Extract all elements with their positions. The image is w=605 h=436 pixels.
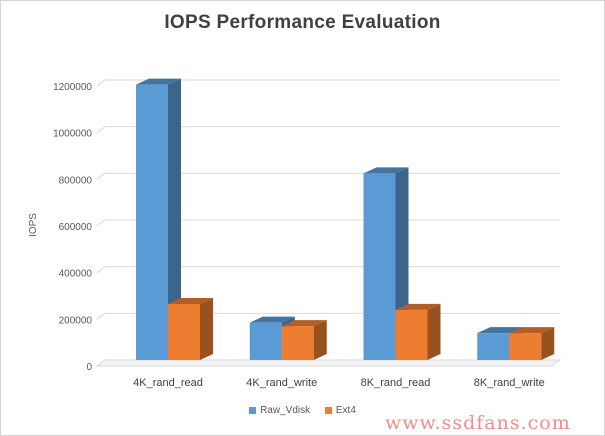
bar-1-1: [281, 326, 314, 360]
chart-floor: [95, 359, 562, 367]
y-tick-label-1: 200000: [59, 315, 93, 326]
bar-top-1-0: [168, 298, 213, 304]
bar-0-1: [249, 322, 282, 360]
legend-item-ext4: Ext4: [324, 405, 356, 416]
bar-side-1-2: [427, 303, 441, 360]
grid-side-5: [96, 126, 106, 134]
x-tick-label-2: 8K_rand_read: [361, 377, 431, 389]
y-tick-label-4: 800000: [59, 175, 93, 186]
y-tick-label-3: 600000: [59, 222, 93, 233]
legend-swatch-raw-vdisk: [249, 407, 257, 414]
grid-side-3: [96, 219, 106, 227]
grid-side-4: [96, 172, 106, 180]
legend-label-raw-vdisk: Raw_Vdisk: [260, 405, 311, 416]
grid-side-6: [96, 79, 106, 87]
bar-top-1-1: [281, 320, 327, 327]
bar-side-1-1: [313, 320, 327, 360]
bar-top-0-0: [136, 78, 181, 85]
bar-top-1-3: [509, 327, 555, 334]
chart-title: IOPS Performance Evaluation: [164, 12, 441, 33]
x-tick-label-1: 4K_rand_write: [246, 377, 317, 389]
x-tick-label-0: 4K_rand_read: [133, 377, 203, 389]
bar-1-0: [168, 304, 200, 360]
y-tick-label-0: 0: [86, 362, 92, 373]
grid-side-1: [96, 312, 106, 320]
bar-side-1-0: [200, 298, 213, 360]
legend-item-raw-vdisk: Raw_Vdisk: [249, 405, 310, 416]
bar-top-1-2: [395, 303, 441, 310]
bar-1-2: [395, 309, 428, 360]
bar-0-3: [477, 333, 510, 360]
bar-side-0-0: [168, 78, 181, 361]
bar-top-0-2: [363, 167, 409, 174]
bar-top-0-3: [477, 327, 523, 334]
chart-legend: Raw_Vdisk Ext4: [0, 405, 605, 417]
bar-side-1-3: [541, 327, 555, 360]
y-tick-label-2: 400000: [59, 269, 93, 280]
grid-side-2: [96, 266, 106, 274]
legend-label-ext4: Ext4: [335, 405, 356, 416]
bar-0-0: [136, 84, 168, 361]
legend-swatch-ext4: [324, 407, 332, 414]
bar-0-2: [363, 173, 396, 360]
x-tick-label-3: 8K_rand_write: [474, 377, 545, 389]
y-tick-label-6: 1200000: [53, 82, 92, 93]
watermark: www.ssdfans.com: [385, 412, 571, 434]
bar-top-0-1: [249, 316, 295, 323]
bar-1-3: [509, 333, 542, 360]
y-axis-label: IOPS: [28, 213, 39, 237]
y-tick-label-5: 1000000: [53, 129, 92, 140]
